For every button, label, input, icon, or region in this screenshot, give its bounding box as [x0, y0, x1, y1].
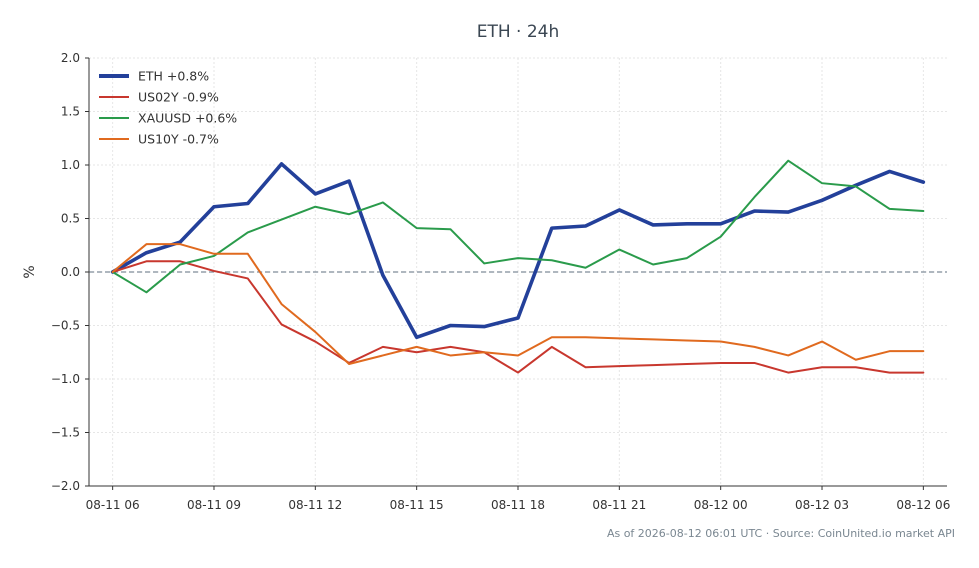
y-tick-label: 1.0	[61, 158, 80, 172]
legend-label-2: XAUUSD +0.6%	[138, 111, 237, 126]
x-tick-label: 08-12 03	[795, 498, 849, 512]
x-tick-label: 08-11 09	[187, 498, 241, 512]
x-tick-label: 08-12 06	[896, 498, 950, 512]
x-tick-label: 08-11 15	[390, 498, 444, 512]
y-tick-label: 2.0	[61, 51, 80, 65]
legend-label-3: US10Y -0.7%	[138, 132, 219, 147]
series-line-1	[111, 260, 925, 374]
y-tick-label: 0.0	[61, 265, 80, 279]
series-line-0	[110, 162, 926, 340]
y-tick-label: −0.5	[51, 319, 80, 333]
series-line-3	[111, 243, 925, 366]
y-tick-label: 0.5	[61, 212, 80, 226]
x-tick-label: 08-11 21	[592, 498, 646, 512]
source-footer: As of 2026-08-12 06:01 UTC · Source: Coi…	[607, 527, 955, 540]
series-line-2	[111, 159, 925, 294]
y-tick-label: −2.0	[51, 479, 80, 493]
legend: ETH +0.8% US02Y -0.9% XAUUSD +0.6% US10Y -0…	[99, 69, 237, 147]
series-layer	[110, 159, 926, 374]
y-tick-label: 1.5	[61, 105, 80, 119]
y-tick-label: −1.5	[51, 426, 80, 440]
ticks-layer: −2.0 −1.5 −1.0 −0.5 0.0 0.5 1.0 1.5 2.0 08-11 06 0…	[51, 51, 950, 512]
legend-label-1: US02Y -0.9%	[138, 90, 219, 105]
x-tick-label: 08-12 00	[694, 498, 748, 512]
y-axis-label: %	[22, 265, 38, 278]
legend-label-0: ETH +0.8%	[138, 69, 209, 84]
chart-title: ETH · 24h	[477, 22, 560, 42]
x-tick-label: 08-11 18	[491, 498, 545, 512]
x-tick-label: 08-11 12	[288, 498, 342, 512]
y-tick-label: −1.0	[51, 372, 80, 386]
x-tick-label: 08-11 06	[86, 498, 140, 512]
